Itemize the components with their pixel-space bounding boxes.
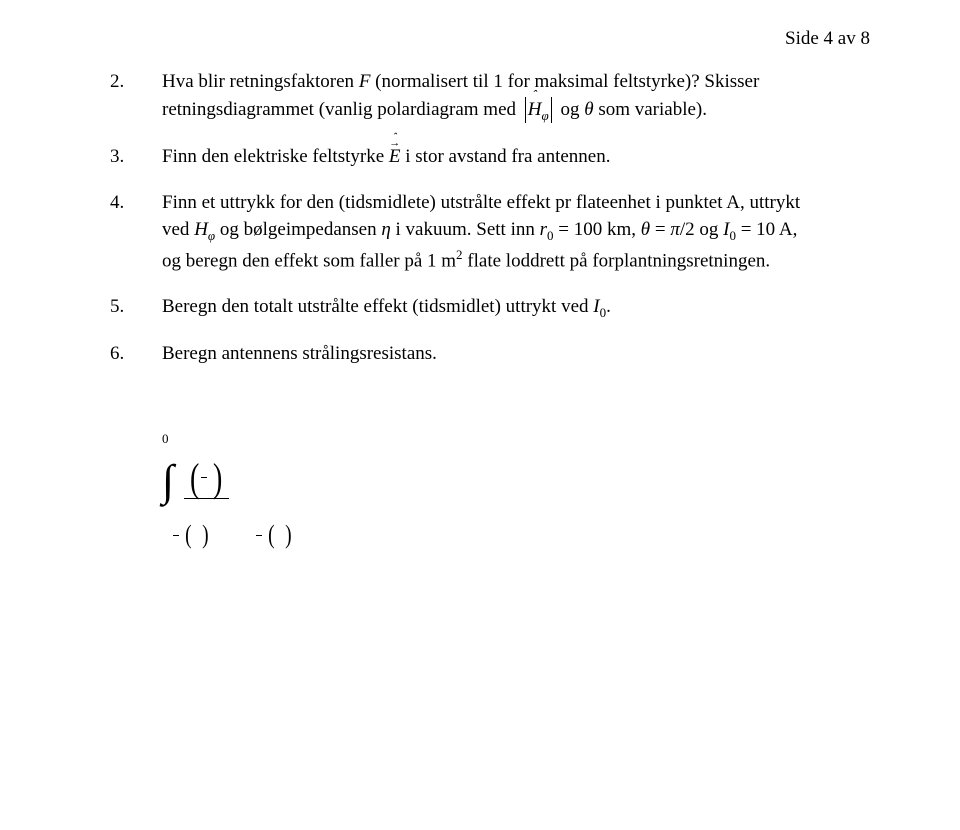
text: . — [606, 296, 611, 317]
text: flate loddrett på forplantningsretningen… — [463, 250, 771, 271]
theta: θ — [641, 219, 650, 240]
text: og — [556, 99, 585, 120]
lparen: ( — [185, 525, 192, 546]
hat: ˆ — [532, 86, 536, 105]
arrow: → — [389, 136, 400, 152]
paren-group: ( ) — [188, 462, 225, 494]
rparen: ) — [285, 525, 292, 546]
paren: ( ) — [267, 525, 292, 546]
text: (normalisert til 1 for maksimal feltstyr… — [370, 71, 759, 92]
lightspeed-line: 0 — [162, 418, 870, 449]
var-F: F — [359, 71, 371, 92]
half — [173, 535, 179, 536]
question-number: 3. — [110, 143, 162, 171]
text: = 10 A, — [736, 219, 797, 240]
page-number: Side 4 av 8 — [110, 28, 870, 50]
numerator: ( ) — [184, 462, 229, 499]
question-5: 5. Beregn den totalt utstrålte effekt (t… — [110, 293, 870, 323]
phi-sub: φ — [542, 107, 549, 122]
half-j — [256, 535, 262, 536]
text: Finn et uttrykk for den (tidsmidlete) ut… — [162, 192, 800, 213]
lparen: ( — [268, 525, 275, 546]
text: i vakuum. Sett inn — [391, 219, 540, 240]
sin-formula: ( ) — [245, 525, 292, 546]
rparen: ) — [202, 525, 209, 546]
n — [173, 535, 179, 536]
int: ∫ — [162, 456, 174, 505]
question-number: 5. — [110, 293, 162, 323]
question-number: 6. — [110, 340, 162, 368]
question-2: 2. Hva blir retningsfaktoren F (normalis… — [110, 68, 870, 125]
question-3: 3. Finn den elektriske feltstyrke ˆ→E i … — [110, 143, 870, 171]
theta: θ — [584, 99, 593, 120]
question-body: Hva blir retningsfaktoren F (normalisert… — [162, 68, 870, 125]
lparen: ( — [190, 462, 199, 494]
pi — [201, 477, 207, 478]
question-number: 4. — [110, 189, 162, 275]
euler-formulas: ( ) ( ) — [162, 525, 870, 546]
integral-sign: ∫ — [162, 459, 174, 503]
E-vec-hat: ˆ→E — [389, 143, 401, 171]
text: Hva blir retningsfaktoren — [162, 71, 359, 92]
formler-block: 0 — [162, 418, 870, 449]
text: og bølgeimpedansen — [215, 219, 381, 240]
H: H — [194, 219, 208, 240]
text: = 100 km, — [554, 219, 641, 240]
text: = — [650, 219, 670, 240]
r: r — [540, 219, 547, 240]
question-4: 4. Finn et uttrykk for den (tidsmidlete)… — [110, 189, 870, 275]
question-6: 6. Beregn antennens strålingsresistans. — [110, 340, 870, 368]
paren: ( ) — [184, 525, 209, 546]
text: /2 og — [680, 219, 723, 240]
rparen: ) — [213, 462, 222, 494]
text: Finn den elektriske feltstyrke — [162, 146, 389, 167]
n — [256, 535, 262, 536]
text: Beregn den totalt utstrålte effekt (tids… — [162, 296, 593, 317]
H-hat: ˆH — [528, 96, 542, 124]
question-body: Beregn antennens strålingsresistans. — [162, 340, 870, 368]
integrand-frac: ( ) — [184, 462, 229, 500]
integral-formula: ∫ ( ) — [162, 459, 870, 503]
text: ved — [162, 219, 194, 240]
zero: 0 — [162, 431, 169, 446]
eta: η — [381, 219, 390, 240]
denominator — [202, 499, 210, 500]
text: i stor avstand fra antennen. — [401, 146, 611, 167]
text: som variable). — [594, 99, 707, 120]
cos-formula: ( ) — [162, 525, 215, 546]
question-number: 2. — [110, 68, 162, 125]
pi-over-2 — [201, 477, 207, 478]
abs-H: ˆHφ — [521, 96, 556, 126]
question-body: Finn den elektriske feltstyrke ˆ→E i sto… — [162, 143, 870, 171]
question-body: Beregn den totalt utstrålte effekt (tids… — [162, 293, 870, 323]
pi: π — [670, 219, 680, 240]
text: og beregn den effekt som faller på 1 m — [162, 250, 456, 271]
question-body: Finn et uttrykk for den (tidsmidlete) ut… — [162, 189, 870, 275]
text: retningsdiagrammet (vanlig polardiagram … — [162, 99, 521, 120]
